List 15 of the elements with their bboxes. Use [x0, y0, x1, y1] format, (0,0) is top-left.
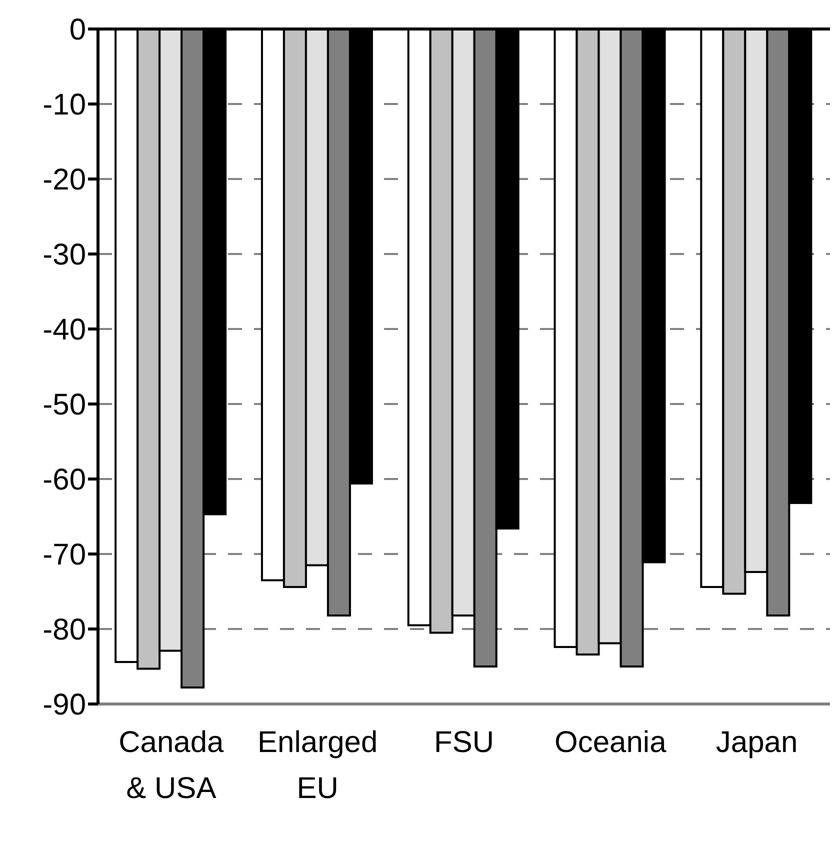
x-tick-label: Canada & USA [118, 726, 224, 805]
y-tick-label: -40 [42, 314, 86, 347]
y-tick-label: -90 [42, 688, 86, 722]
y-tick-label: -20 [42, 164, 86, 197]
x-tick-label: Enlarged EU [258, 726, 378, 805]
y-tick-label: -50 [42, 388, 86, 422]
y-tick-label: -70 [42, 538, 86, 572]
y-tick-label: -30 [42, 238, 86, 272]
y-tick-label: -10 [42, 88, 86, 122]
x-tick-label: FSU [434, 726, 494, 759]
y-tick-label: -60 [42, 464, 86, 497]
x-tick-label: Japan [716, 726, 798, 759]
y-tick-label: 0 [69, 14, 86, 47]
y-tick-label: -80 [42, 614, 86, 647]
x-tick-label: Oceania [554, 726, 667, 759]
